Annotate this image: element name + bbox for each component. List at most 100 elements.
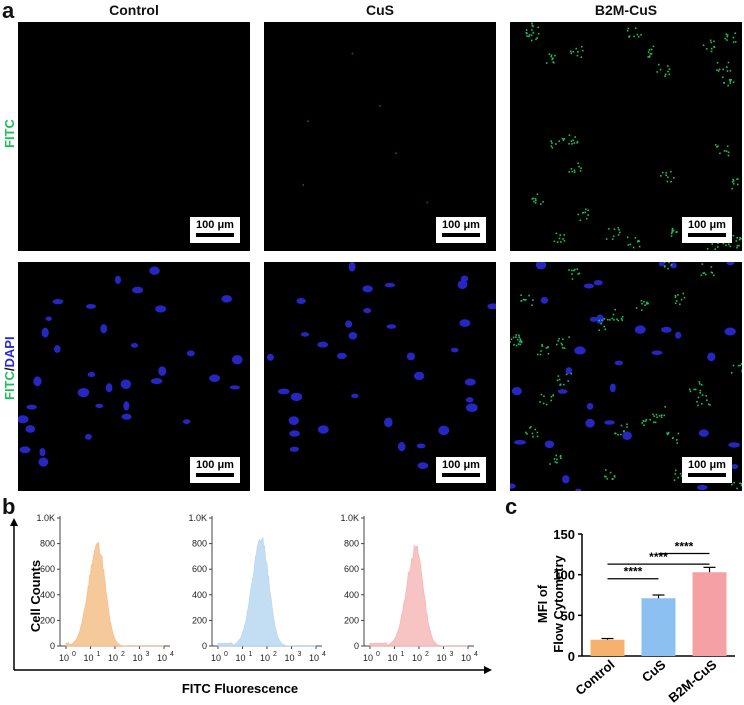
- fitc-speck: [739, 482, 741, 485]
- scale-bar-line: [442, 233, 480, 237]
- hist-y-tick-label: 1.0K: [340, 513, 359, 523]
- fitc-speck: [697, 396, 700, 399]
- nucleus: [675, 331, 682, 339]
- fitc-speck: [532, 435, 534, 438]
- c-y-tick-label: 50: [561, 608, 575, 623]
- fitc-speck: [529, 426, 532, 428]
- fitc-speck: [532, 31, 535, 34]
- fitc-speck: [674, 296, 677, 299]
- nucleus: [726, 262, 735, 266]
- fitc-speck: [523, 299, 526, 301]
- micrograph-fitc-control: 100 μm: [18, 22, 250, 251]
- fitc-speck: [578, 272, 581, 275]
- fitc-speck: [717, 70, 720, 72]
- fitc-speck: [676, 442, 678, 444]
- fitc-speck: [559, 383, 562, 386]
- fitc-speck: [729, 80, 732, 83]
- fitc-speck: [611, 317, 614, 320]
- fitc-speck: [683, 296, 686, 299]
- fitc-speck: [740, 237, 742, 240]
- fitc-speck: [617, 227, 620, 229]
- fitc-speck: [512, 336, 515, 339]
- fitc-speck: [705, 47, 708, 50]
- nucleus: [296, 297, 306, 305]
- scale-bar-label: 100 μm: [196, 219, 234, 231]
- scale-bar-label: 100 μm: [196, 459, 234, 471]
- fitc-speck: [728, 78, 731, 81]
- nucleus: [25, 425, 36, 433]
- micrograph-canvas: [525, 22, 742, 250]
- nucleus: [289, 446, 300, 452]
- nucleus: [660, 326, 672, 333]
- row-label-fitc: FITC: [2, 119, 17, 148]
- nucleus: [120, 379, 132, 390]
- nucleus: [465, 403, 478, 412]
- fitc-speck: [634, 236, 637, 239]
- fitc-speck: [664, 73, 667, 76]
- fitc-speck: [721, 76, 724, 78]
- hist-x-tick-label: 10: [59, 653, 69, 663]
- fitc-speck: [585, 208, 587, 211]
- fitc-speck: [613, 475, 616, 477]
- fitc-speck: [541, 343, 543, 346]
- nucleus: [351, 393, 359, 399]
- fitc-speck: [556, 241, 559, 243]
- fitc-speck: [670, 264, 673, 266]
- fitc-speck: [671, 227, 674, 230]
- fitc-speck: [530, 39, 533, 42]
- scale-bar: 100 μm: [190, 457, 240, 483]
- fitc-speck: [605, 475, 607, 478]
- b-x-axis-arrowhead: [484, 666, 492, 674]
- fitc-speck: [529, 427, 531, 429]
- fitc-speck: [736, 246, 738, 249]
- fitc-speck: [716, 69, 718, 71]
- fitc-speck: [627, 244, 630, 246]
- fitc-speck: [676, 439, 678, 441]
- fitc-speck: [670, 235, 673, 237]
- nucleus: [622, 431, 632, 441]
- fitc-speck: [562, 139, 565, 142]
- fitc-speck: [710, 266, 713, 268]
- fitc-speck: [626, 236, 629, 239]
- fitc-speck: [558, 337, 560, 340]
- fitc-speck: [622, 430, 625, 433]
- fitc-speck: [540, 350, 542, 352]
- fitc-speck: [603, 325, 606, 328]
- fitc-speck: [682, 292, 684, 295]
- fitc-speck: [526, 433, 528, 435]
- hist-x-tick-exp: 2: [121, 651, 125, 658]
- hist-x-tick-label: 10: [284, 653, 294, 663]
- faint-speck: [307, 120, 310, 123]
- hist-y-tick-label: 400: [192, 590, 207, 600]
- fitc-speck: [656, 71, 659, 73]
- nucleus: [511, 387, 522, 396]
- fitc-speck: [570, 140, 573, 143]
- nucleus: [19, 446, 31, 454]
- fitc-speck: [519, 340, 521, 343]
- fitc-speck: [672, 437, 674, 439]
- fitc-speck: [531, 304, 533, 307]
- fitc-speck: [550, 145, 553, 147]
- nucleus: [33, 376, 42, 387]
- fitc-speck: [661, 171, 664, 174]
- hist-x-tick-label: 10: [260, 653, 270, 663]
- nucleus: [348, 331, 358, 340]
- fitc-speck: [515, 336, 517, 339]
- fitc-speck: [712, 274, 715, 277]
- fitc-speck: [534, 202, 537, 204]
- nucleus: [52, 298, 64, 305]
- fitc-speck: [570, 168, 573, 170]
- fitc-speck: [534, 197, 537, 200]
- fitc-speck: [561, 347, 564, 349]
- fitc-speck: [531, 198, 534, 200]
- fitc-speck: [727, 61, 730, 64]
- fitc-speck: [525, 29, 528, 31]
- fitc-speck: [688, 388, 691, 391]
- fitc-speck: [700, 274, 703, 276]
- fitc-speck: [580, 45, 583, 48]
- fitc-speck: [705, 394, 708, 397]
- fitc-speck: [557, 340, 560, 342]
- fitc-speck: [562, 338, 564, 341]
- fitc-speck: [732, 36, 735, 39]
